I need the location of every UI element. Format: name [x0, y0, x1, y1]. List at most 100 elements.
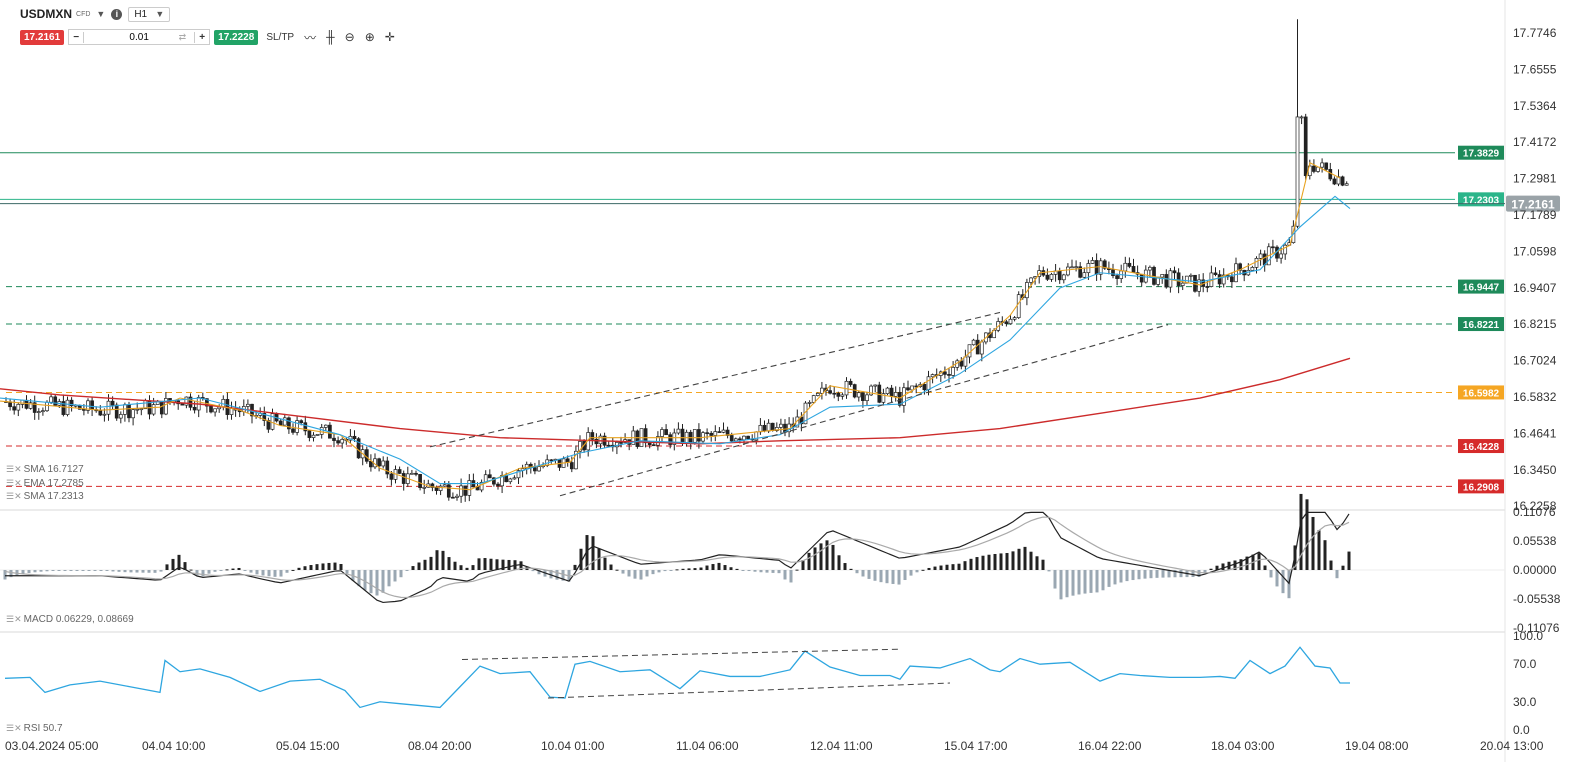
chevron-down-icon[interactable]: ▼: [96, 9, 106, 19]
macd-histogram-bar: [1071, 570, 1075, 596]
crosshair-icon[interactable]: ✛: [384, 30, 395, 44]
drag-icon[interactable]: ☰✕: [6, 723, 22, 733]
candle-body: [1213, 272, 1218, 275]
candle-body: [98, 410, 103, 416]
macd-histogram-bar: [945, 564, 949, 570]
price-level-tag: [1458, 385, 1504, 400]
price-level-tag: [1458, 145, 1504, 160]
candle-body: [16, 404, 21, 411]
drag-icon[interactable]: ☰✕: [6, 491, 22, 501]
macd-histogram-bar: [177, 554, 181, 570]
time-tick-label: 08.04 20:00: [408, 739, 472, 753]
rsi-line: [4, 646, 1350, 709]
symbol-name[interactable]: USDMXN: [20, 7, 73, 21]
macd-histogram-bar: [585, 535, 589, 570]
swap-icon[interactable]: ⇄: [178, 31, 187, 42]
candle-body: [516, 470, 521, 479]
macd-histogram-bar: [1305, 499, 1309, 570]
candle-body: [131, 409, 135, 419]
macd-histogram-bar: [225, 569, 229, 571]
info-icon[interactable]: i: [111, 8, 123, 20]
macd-histogram-bar: [297, 567, 301, 570]
macd-histogram-bar: [597, 548, 601, 570]
legend-item-sma-long[interactable]: ☰✕ SMA 16.7127: [6, 463, 84, 477]
candle-body: [569, 462, 574, 470]
rsi-legend[interactable]: ☰✕ RSI 50.7: [6, 723, 63, 734]
volume-stepper[interactable]: − 0.01 ⇄ +: [68, 29, 211, 45]
price-level-tag: [1458, 317, 1504, 332]
candle-body: [340, 439, 345, 444]
decrease-volume-button[interactable]: −: [73, 31, 80, 43]
sell-button[interactable]: 17.2161: [20, 29, 65, 45]
zoom-out-icon[interactable]: ⊖: [344, 30, 355, 44]
macd-histogram-bar: [201, 570, 205, 577]
trendline: [429, 311, 1001, 448]
legend-value: 16.7127: [47, 464, 84, 475]
drag-icon[interactable]: ☰✕: [6, 464, 22, 474]
macd-histogram-bar: [87, 570, 91, 571]
macd-histogram-bar: [45, 570, 49, 572]
macd-histogram-bar: [669, 570, 673, 571]
timeframe-select[interactable]: H1 ▼: [128, 6, 171, 22]
line-chart-icon[interactable]: 〰: [304, 30, 317, 45]
volume-input[interactable]: 0.01 ⇄: [83, 31, 196, 43]
macd-histogram-bar: [1059, 570, 1063, 600]
current-price-tag: [1506, 195, 1560, 212]
macd-histogram-bar: [651, 570, 655, 575]
candle-body: [1082, 272, 1087, 278]
legend-item-ema[interactable]: ☰✕ EMA 17.2785: [6, 477, 84, 491]
macd-histogram-bar: [693, 568, 697, 570]
macd-histogram-bar: [279, 570, 283, 577]
rsi-trendline: [547, 682, 951, 699]
chevron-down-icon: ▼: [155, 9, 165, 19]
macd-legend[interactable]: ☰✕ MACD 0.06229, 0.08669: [6, 614, 134, 625]
candle-body: [926, 376, 931, 391]
macd-histogram-bar: [939, 565, 943, 570]
candle-body: [709, 432, 714, 436]
candle-body: [1295, 116, 1300, 227]
price-level-value: 17.3829: [1463, 149, 1500, 160]
macd-histogram-bar: [681, 568, 685, 570]
candlestick-series: [4, 19, 1349, 503]
candle-body: [381, 460, 386, 467]
time-tick-label: 12.04 11:00: [810, 739, 873, 753]
macd-histogram-bar: [465, 567, 469, 570]
candle-body: [742, 435, 746, 441]
price-tick-label: 16.9407: [1513, 281, 1557, 295]
macd-histogram-bar: [1053, 570, 1057, 589]
candle-body: [512, 477, 517, 480]
macd-histogram-bar: [783, 570, 787, 580]
macd-histogram-bar: [987, 554, 991, 570]
candle-body: [1049, 273, 1054, 280]
candle-body: [418, 474, 422, 489]
price-tick-label: 17.1789: [1513, 208, 1557, 222]
macd-histogram-bar: [753, 570, 757, 572]
macd-histogram-bar: [549, 570, 553, 579]
zoom-in-icon[interactable]: ⊕: [364, 30, 375, 44]
macd-histogram-bar: [399, 570, 403, 578]
sltp-button[interactable]: SL/TP: [266, 31, 295, 43]
price-tick-label: 17.0598: [1513, 244, 1557, 258]
candle-body: [840, 394, 845, 397]
legend-item-sma-short[interactable]: ☰✕ SMA 17.2313: [6, 490, 84, 504]
candle-body: [762, 424, 767, 432]
candle-body: [364, 449, 369, 462]
candle-body: [1197, 279, 1201, 292]
drag-icon[interactable]: ☰✕: [6, 477, 22, 488]
macd-histogram-bar: [1095, 570, 1099, 593]
increase-volume-button[interactable]: +: [199, 31, 206, 43]
candles-icon[interactable]: ╫: [326, 30, 335, 44]
price-level-value: 16.4228: [1463, 442, 1500, 453]
macd-histogram-bar: [1113, 570, 1117, 585]
price-tick-label: 16.5832: [1513, 390, 1557, 404]
macd-histogram-bar: [75, 570, 79, 571]
candle-body: [311, 434, 316, 438]
candle-body: [692, 429, 697, 443]
candle-body: [766, 422, 771, 432]
drag-icon[interactable]: ☰✕: [6, 614, 22, 624]
candle-body: [434, 487, 439, 491]
buy-button[interactable]: 17.2228: [214, 29, 259, 45]
macd-histogram-bar: [711, 564, 715, 570]
macd-histogram-bar: [1173, 570, 1177, 578]
